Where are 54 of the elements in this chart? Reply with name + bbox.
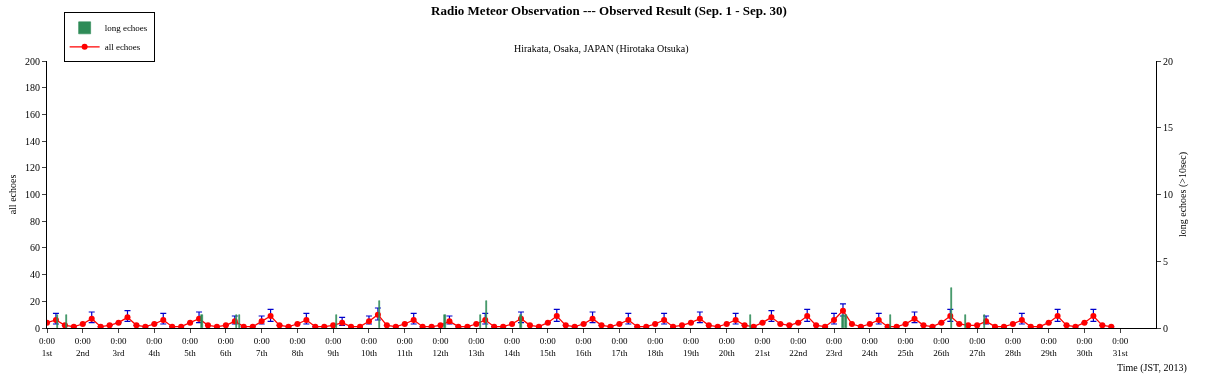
y2-tick-label: 20 — [1163, 55, 1173, 67]
x-tick-label: 0:00 14th — [504, 335, 521, 358]
y-tick-label: 0 — [35, 322, 40, 334]
x-tick-label: 0:00 15th — [539, 335, 557, 358]
x-tick-label: 0:00 19th — [682, 335, 700, 358]
x-tick-label: 0:00 31st — [1112, 335, 1129, 358]
y-tick-label: 100 — [25, 189, 40, 200]
y-tick-label: 120 — [25, 162, 40, 174]
x-tick-label: 0:00 23rd — [825, 335, 843, 358]
y-tick-label: 20 — [30, 295, 40, 307]
x-tick-label: 0:00 7th — [253, 335, 271, 358]
x-tick-label: 0:00 10th — [360, 335, 378, 358]
y-tick-label: 60 — [30, 242, 40, 254]
y-tick-label: 180 — [25, 82, 40, 94]
x-tick-label: 0:00 9th — [325, 335, 342, 358]
x-tick-label: 0:00 24th — [861, 335, 879, 358]
x-tick-label: 0:00 16th — [575, 335, 593, 358]
y2-tick-label: 0 — [1163, 322, 1168, 334]
y-tick-label: 200 — [25, 55, 40, 67]
legend-label: all echoes — [104, 42, 141, 53]
x-tick-label: 0:00 5th — [182, 335, 199, 358]
x-tick-label: 0:00 3rd — [110, 335, 128, 358]
x-tick-label: 0:00 30th — [1076, 335, 1093, 358]
x-tick-label: 0:00 25th — [897, 335, 915, 358]
x-tick-label: 0:00 26th — [933, 335, 950, 358]
y-tick-label: 40 — [30, 269, 40, 281]
y2-tick-label: 15 — [1163, 122, 1173, 134]
y-axis-title: all echoes — [7, 174, 18, 215]
x-tick-label: 0:00 29th — [1040, 335, 1058, 358]
y-tick-label: 140 — [25, 135, 40, 147]
legend-label: long echoes — [104, 23, 148, 34]
x-tick-label: 0:00 13th — [468, 335, 485, 358]
x-tick-label: 0:00 28th — [1004, 335, 1022, 358]
x-tick-label: 0:00 12th — [432, 335, 450, 358]
x-tick-label: 0:00 17th — [611, 335, 628, 358]
x-tick-label: 0:00 11th — [396, 335, 414, 358]
x-tick-label: 0:00 22nd — [789, 335, 808, 358]
x-tick-label: 0:00 20th — [718, 335, 736, 358]
x-tick-label: 0:00 21st — [754, 335, 771, 358]
chart-subtitle: Hirakata, Osaka, JAPAN (Hirotaka Otsuka) — [514, 43, 689, 55]
x-tick-label: 0:00 6th — [217, 335, 235, 358]
y-tick-label: 160 — [25, 108, 40, 120]
x-tick-label: 0:00 27th — [969, 335, 986, 358]
y2-axis-title: long echoes (>10sec) — [1176, 151, 1189, 238]
x-tick-label: 0:00 2nd — [74, 335, 92, 358]
x-axis-title: Time (JST, 2013) — [1117, 362, 1187, 374]
y2-tick-label: 5 — [1163, 255, 1168, 267]
x-tick-label: 0:00 1st — [38, 335, 56, 358]
y2-tick-label: 10 — [1163, 189, 1173, 200]
x-tick-label: 0:00 8th — [289, 335, 306, 358]
x-tick-label: 0:00 18th — [647, 335, 664, 358]
chart-title: Radio Meteor Observation --- Observed Result (Sep. 1 - Sep. 30) — [431, 2, 787, 18]
y-tick-label: 80 — [30, 215, 40, 227]
x-tick-label: 0:00 4th — [146, 335, 163, 358]
